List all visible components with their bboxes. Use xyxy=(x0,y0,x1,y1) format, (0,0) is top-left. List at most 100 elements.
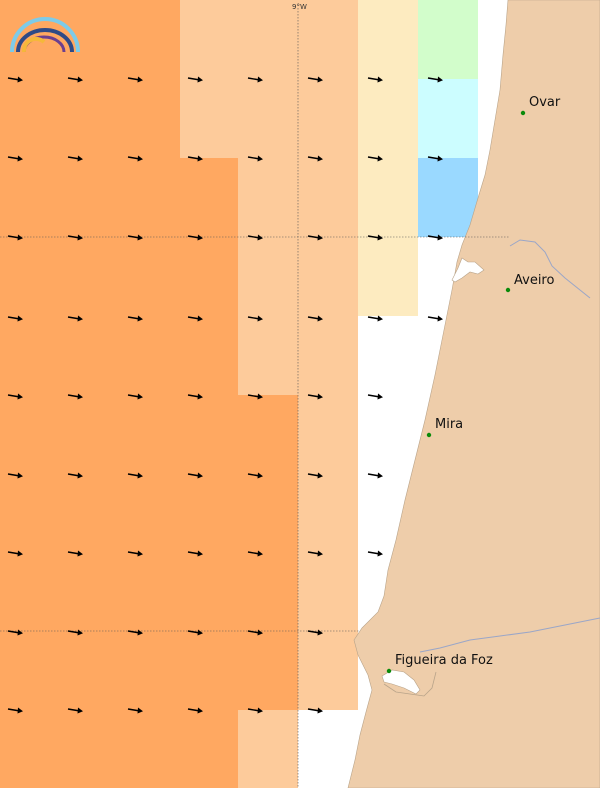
wave-arrow xyxy=(307,315,323,322)
sea-cell xyxy=(180,0,238,158)
wave-arrow xyxy=(247,550,263,557)
city-label: Mira xyxy=(435,417,463,432)
wave-arrow xyxy=(127,472,143,479)
sea-cell xyxy=(418,158,478,237)
wave-arrow xyxy=(67,234,83,241)
land-mass xyxy=(347,0,600,788)
wave-arrow xyxy=(247,472,263,479)
city-marker xyxy=(505,287,511,293)
wave-arrow xyxy=(247,76,263,83)
wave-arrow xyxy=(187,315,203,322)
wave-arrow xyxy=(367,155,383,162)
sea-cell xyxy=(418,79,478,158)
wave-arrow xyxy=(427,234,443,241)
wave-arrow xyxy=(247,315,263,322)
logo-sun xyxy=(21,36,46,53)
wave-arrow xyxy=(67,472,83,479)
aveiro-lagoon xyxy=(451,257,485,283)
wave-arrow xyxy=(127,550,143,557)
figueira-estuary xyxy=(381,669,421,695)
wave-arrow xyxy=(7,393,23,400)
wave-arrow xyxy=(127,76,143,83)
sea-cell xyxy=(238,0,298,395)
city-aveiro[interactable]: Aveiro xyxy=(505,273,555,293)
sea-cell xyxy=(418,0,478,79)
wave-arrow xyxy=(67,393,83,400)
wave-arrow xyxy=(427,76,443,83)
rainbow-logo-icon[interactable] xyxy=(10,17,80,53)
wave-arrow xyxy=(67,315,83,322)
wave-arrow xyxy=(247,629,263,636)
logo-arc-outer xyxy=(10,17,80,53)
wave-direction-arrows xyxy=(7,76,443,714)
wave-arrow xyxy=(7,472,23,479)
wave-arrow xyxy=(187,629,203,636)
city-label: Figueira da Foz xyxy=(395,653,493,668)
wave-arrow xyxy=(7,234,23,241)
city-marker xyxy=(520,110,526,116)
city-marker xyxy=(386,668,392,674)
wave-arrow xyxy=(127,393,143,400)
wave-arrow xyxy=(187,76,203,83)
wave-arrow xyxy=(7,629,23,636)
wave-arrow xyxy=(367,234,383,241)
wave-arrow xyxy=(67,76,83,83)
wave-arrow xyxy=(7,550,23,557)
city-marker xyxy=(426,432,432,438)
city-label: Aveiro xyxy=(514,273,554,288)
wave-arrow xyxy=(367,76,383,83)
sea-cell xyxy=(298,0,358,710)
wave-arrow xyxy=(7,76,23,83)
wave-arrow xyxy=(307,472,323,479)
wave-arrow xyxy=(127,629,143,636)
wave-arrow xyxy=(247,393,263,400)
city-mira[interactable]: Mira xyxy=(426,417,463,438)
wave-arrow xyxy=(367,315,383,322)
wave-arrow xyxy=(367,472,383,479)
sea-cell xyxy=(180,158,238,788)
wave-arrow xyxy=(307,707,323,714)
wave-arrow xyxy=(247,707,263,714)
wave-arrow xyxy=(427,315,443,322)
wave-arrow xyxy=(307,234,323,241)
wave-arrow xyxy=(307,550,323,557)
sea-cell xyxy=(358,0,418,316)
figueira-estuary xyxy=(383,671,437,697)
city-figueira-da-foz[interactable]: Figueira da Foz xyxy=(386,653,493,674)
wave-arrow xyxy=(67,629,83,636)
wave-arrow xyxy=(67,155,83,162)
logo-arc-middle xyxy=(16,28,74,53)
sea-cell xyxy=(238,710,298,788)
wave-arrow xyxy=(367,550,383,557)
wave-arrow xyxy=(307,155,323,162)
sea-cell xyxy=(0,0,180,788)
wave-arrow xyxy=(67,550,83,557)
city-ovar[interactable]: Ovar xyxy=(520,95,561,116)
wave-arrow xyxy=(127,234,143,241)
wave-arrow xyxy=(7,707,23,714)
river xyxy=(419,617,600,653)
wave-arrow xyxy=(187,393,203,400)
meridian-label: 9°W xyxy=(292,3,307,11)
river xyxy=(509,239,591,299)
wave-arrow xyxy=(7,155,23,162)
sea-cell xyxy=(238,395,298,710)
wave-arrow xyxy=(187,155,203,162)
wave-arrow xyxy=(7,315,23,322)
wave-arrow xyxy=(127,155,143,162)
wave-arrow xyxy=(367,393,383,400)
wave-arrow xyxy=(247,155,263,162)
city-label: Ovar xyxy=(529,95,561,110)
wave-arrow xyxy=(127,315,143,322)
wave-arrow xyxy=(187,707,203,714)
wave-arrow xyxy=(307,76,323,83)
wave-arrow xyxy=(67,707,83,714)
wave-arrow xyxy=(247,234,263,241)
wave-arrow xyxy=(187,472,203,479)
wave-arrow xyxy=(427,155,443,162)
wave-arrow xyxy=(307,393,323,400)
wave-arrow xyxy=(127,707,143,714)
wave-arrow xyxy=(307,629,323,636)
